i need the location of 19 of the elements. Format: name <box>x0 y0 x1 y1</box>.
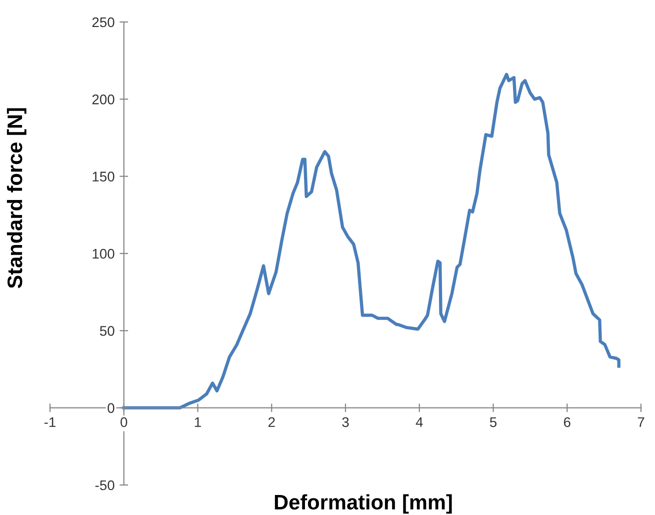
y-tick-label: 100 <box>92 248 114 259</box>
x-tick-label: 3 <box>342 417 349 428</box>
x-tick-label: 4 <box>416 417 423 427</box>
x-tick-label: 0 <box>120 417 128 428</box>
y-tick-label: 200 <box>92 94 114 104</box>
x-tick-label: 6 <box>564 417 570 428</box>
x-tick-label: 1 <box>194 417 201 427</box>
x-tick-label: 2 <box>268 417 275 427</box>
y-axis-title: Standard force [N] <box>6 108 26 288</box>
y-tick-label: 250 <box>92 17 114 28</box>
line-series <box>122 72 620 410</box>
x-tick-label: 7 <box>638 417 644 427</box>
y-tick-label: -50 <box>95 480 114 490</box>
y-tick-label: 0 <box>108 403 114 414</box>
x-tick-label: -1 <box>44 417 56 427</box>
y-tick-label: 150 <box>92 172 114 182</box>
x-axis-title: Deformation [mm] <box>274 494 452 514</box>
x-tick-label: 5 <box>490 417 497 428</box>
y-tick-label: 50 <box>100 326 114 336</box>
